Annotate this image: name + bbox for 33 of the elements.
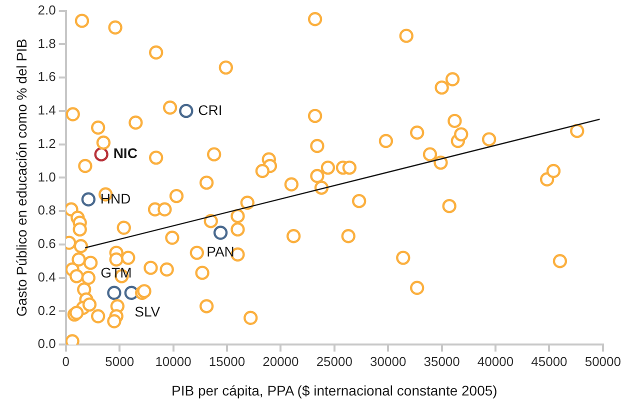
point xyxy=(179,104,194,118)
x-tick-label: 30000 xyxy=(370,354,406,369)
annotation: HND xyxy=(100,190,131,206)
annotation: SLV xyxy=(134,304,161,320)
x-tick-label: 45000 xyxy=(531,354,568,369)
y-tick-label: 0.8 xyxy=(38,202,56,218)
annotation: NIC xyxy=(113,145,138,162)
x-tick-label: 15000 xyxy=(208,354,246,369)
y-tick-label: 0.2 xyxy=(38,302,56,318)
point xyxy=(107,286,122,300)
y-tick-label: 1.2 xyxy=(38,136,56,151)
x-tick-label: 20000 xyxy=(262,354,299,369)
y-tick-label: 0.6 xyxy=(38,236,56,252)
x-tick-label: 50000 xyxy=(584,354,622,369)
y-tick-label: 0.4 xyxy=(38,269,56,284)
y-tick-label: 0.0 xyxy=(38,336,56,352)
point xyxy=(94,147,108,162)
annotation: CRI xyxy=(198,102,222,118)
x-tick-label: 35000 xyxy=(424,354,460,369)
y-tick-label: 2.0 xyxy=(38,2,56,18)
x-tick-label: 40000 xyxy=(477,354,514,369)
x-tick-label: 0 xyxy=(62,354,70,369)
y-tick-label: 1.6 xyxy=(38,69,56,84)
x-tick-label: 10000 xyxy=(155,354,192,369)
x-axis-title: PIB per cápita, PPA ($ internacional constante 2005) xyxy=(171,382,498,398)
point xyxy=(81,192,96,206)
x-tick-label: 5000 xyxy=(105,354,134,369)
y-tick-label: 1.8 xyxy=(38,36,56,51)
point xyxy=(213,226,228,240)
y-tick-label: 1.0 xyxy=(38,169,56,184)
y-axis-title: Gasto Público en educación como % del PIB xyxy=(13,38,30,317)
x-tick-label: 25000 xyxy=(316,354,352,369)
y-tick-label: 1.4 xyxy=(38,102,56,118)
